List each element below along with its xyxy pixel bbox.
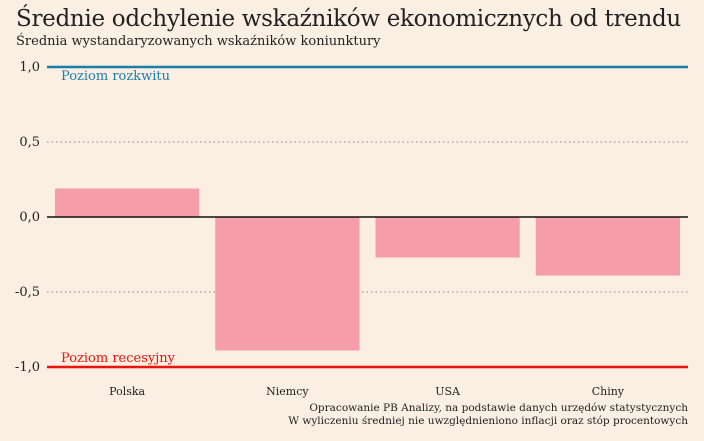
bars-layer [55, 188, 680, 351]
source-line-1: Opracowanie PB Analizy, na podstawie dan… [309, 402, 688, 414]
axis-layer: 1,0 0,5 0,0 -0,5 -1,0 Polska Niemcy USA Chiny Poz… [15, 60, 688, 398]
source-line-2: W wyliczeniu średniej nie uwzględnienion… [288, 415, 688, 427]
source-note: Opracowanie PB Analizy, na podstawie dan… [288, 402, 688, 428]
x-category-label: USA [435, 385, 461, 398]
bar-usa [375, 217, 520, 258]
upper-reference-label: Poziom rozkwitu [61, 69, 170, 84]
y-tick-label: 0,0 [19, 210, 40, 225]
chart-title: Średnie odchylenie wskaźników ekonomiczn… [16, 6, 681, 32]
lower-reference-label: Poziom recesyjny [61, 351, 176, 366]
x-category-label: Polska [109, 385, 145, 398]
grid-layer [47, 65, 688, 369]
bar-niemcy [215, 217, 360, 351]
x-category-label: Niemcy [266, 385, 309, 398]
bar-chiny [535, 217, 680, 276]
chart-subtitle: Średnia wystandaryzowanych wskaźników ko… [16, 34, 381, 49]
y-tick-label: 1,0 [19, 60, 40, 75]
x-category-label: Chiny [592, 385, 625, 398]
y-tick-label: -0,5 [15, 285, 40, 300]
y-tick-label: 0,5 [19, 135, 40, 150]
bar-polska [55, 188, 200, 217]
y-tick-label: -1,0 [15, 360, 40, 375]
